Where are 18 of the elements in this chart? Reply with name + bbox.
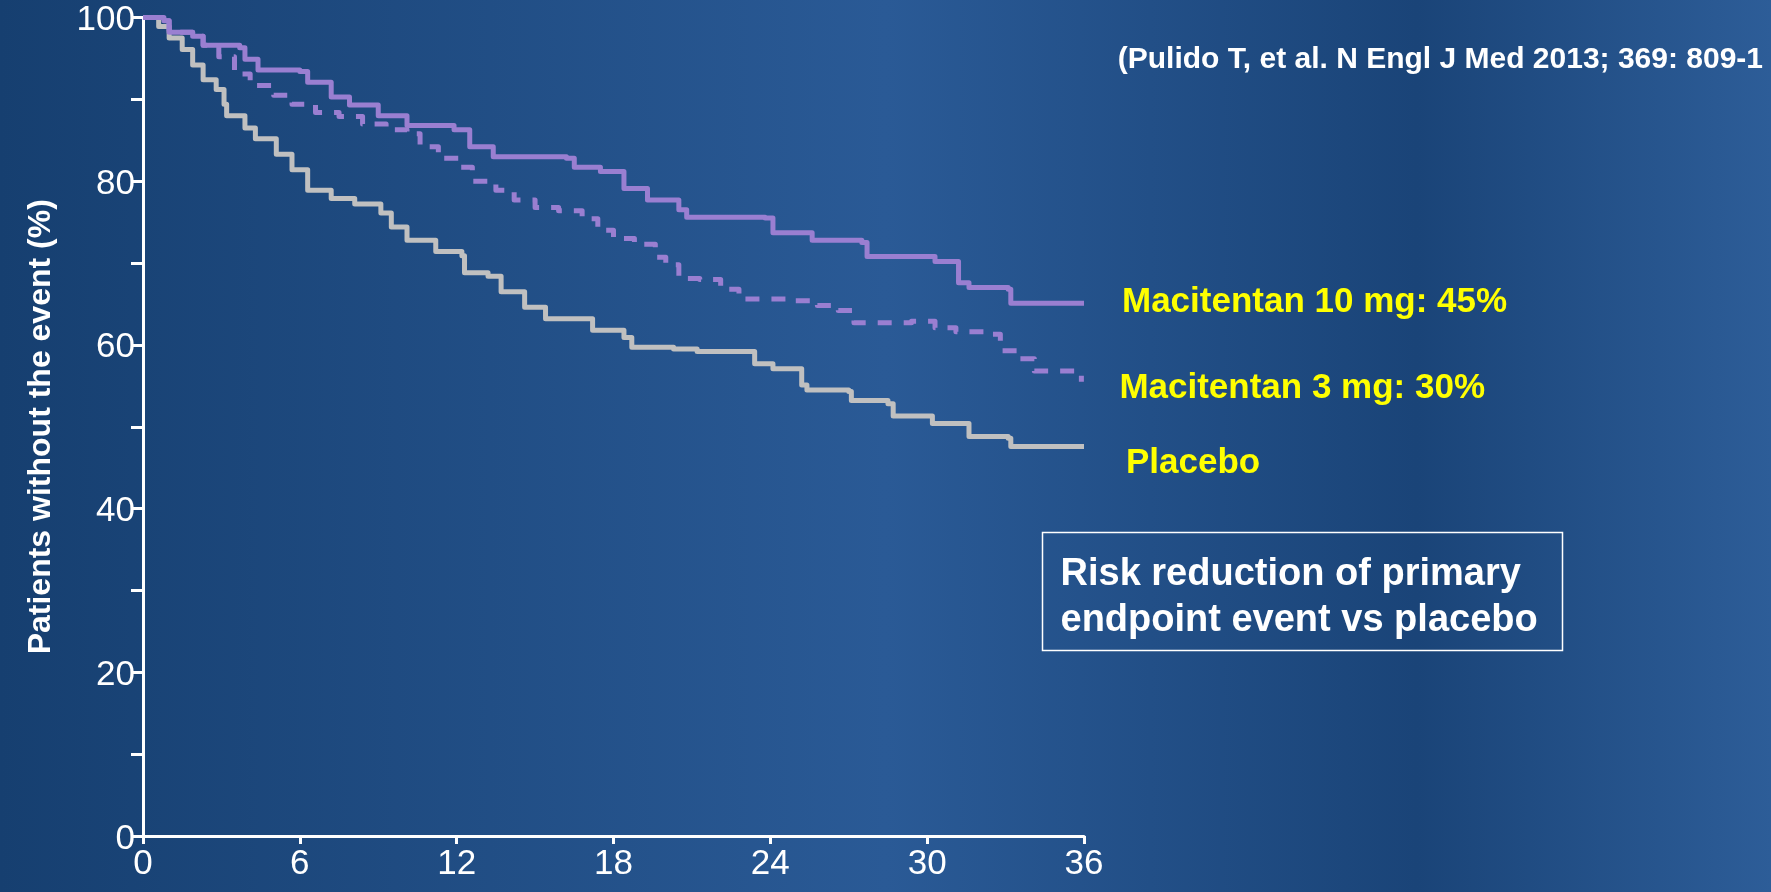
annotation: Risk reduction of primary endpoint event vs placebo [1060, 550, 1538, 639]
y-tick-label: 0 [115, 816, 135, 856]
x-tick-label: 12 [437, 842, 477, 881]
y-tick-label: 20 [96, 652, 135, 692]
x-tick-label: 36 [1064, 842, 1104, 881]
x-tick-label: 6 [290, 842, 310, 881]
y-tick-label: 40 [96, 489, 135, 529]
y-tick-label: 60 [96, 325, 135, 365]
y-tick-label: 100 [76, 0, 135, 37]
series-label: Placebo [1126, 440, 1261, 480]
series-label: Macitentan 10 mg: 45% [1122, 279, 1508, 319]
x-tick-label: 18 [594, 842, 633, 881]
text: (Pulido T, et al. N Engl J Med 2013; 369: 809-1 [1117, 40, 1764, 74]
x-tick-label: 24 [750, 842, 790, 881]
y-axis-title: Patients without the event (%) [21, 199, 57, 655]
series-label: Macitentan 3 mg: 30% [1119, 366, 1486, 406]
y-tick-label: 80 [96, 161, 135, 201]
x-tick-label: 30 [907, 842, 947, 881]
